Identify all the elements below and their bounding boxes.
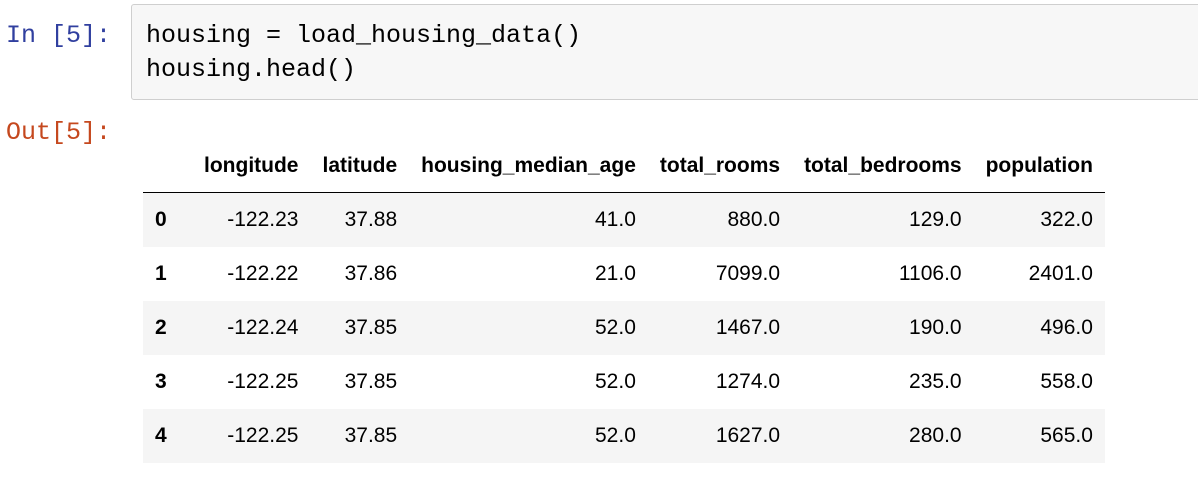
table-cell: 41.0 xyxy=(595,207,636,231)
table-cell: 1274.0 xyxy=(715,369,781,393)
column-header-latitude: latitude xyxy=(310,140,410,193)
code-input-area[interactable]: housing = load_housing_data() housing.he… xyxy=(131,4,1198,100)
table-row: 0 -122.23 37.88 41.0 880.0 129.0 322.0 xyxy=(143,192,1105,247)
row-index: 3 xyxy=(155,369,167,393)
table-row: 1 -122.22 37.86 21.0 7099.0 1106.0 2401.… xyxy=(143,247,1105,301)
table-cell: 52.0 xyxy=(595,369,636,393)
table-row: 2 -122.24 37.85 52.0 1467.0 190.0 496.0 xyxy=(143,300,1105,355)
column-header-total-bedrooms: total_bedrooms xyxy=(792,140,974,193)
row-index: 2 xyxy=(155,315,167,339)
table-cell: 2401.0 xyxy=(1028,261,1093,285)
dataframe-table: longitude latitude housing_median_age to… xyxy=(143,140,1105,463)
row-index: 4 xyxy=(155,423,167,447)
table-cell: 1467.0 xyxy=(715,315,781,339)
column-header-housing-median-age: housing_median_age xyxy=(409,140,648,193)
table-cell: 496.0 xyxy=(1040,315,1093,339)
column-header-total-rooms: total_rooms xyxy=(647,140,793,193)
table-cell: 7099.0 xyxy=(715,261,781,285)
header-row: longitude latitude housing_median_age to… xyxy=(143,140,1105,193)
output-area: longitude latitude housing_median_age to… xyxy=(143,140,1105,463)
table-cell: 565.0 xyxy=(1040,423,1093,447)
table-cell: -122.24 xyxy=(227,315,299,339)
table-cell: 37.85 xyxy=(344,315,398,339)
code-line[interactable]: housing = load_housing_data() xyxy=(146,21,582,50)
table-cell: -122.22 xyxy=(227,261,299,285)
table-cell: -122.23 xyxy=(227,207,299,231)
table-cell: 37.85 xyxy=(344,369,398,393)
table-header: longitude latitude housing_median_age to… xyxy=(143,140,1105,193)
table-cell: -122.25 xyxy=(227,369,299,393)
table-cell: 52.0 xyxy=(595,315,636,339)
table-row: 4 -122.25 37.85 52.0 1627.0 280.0 565.0 xyxy=(143,408,1105,463)
table-cell: 880.0 xyxy=(727,207,781,231)
table-cell: 37.85 xyxy=(344,423,398,447)
table-cell: 37.88 xyxy=(344,207,398,231)
index-header xyxy=(143,140,192,193)
table-cell: 129.0 xyxy=(909,207,962,231)
table-row: 3 -122.25 37.85 52.0 1274.0 235.0 558.0 xyxy=(143,355,1105,409)
table-cell: 280.0 xyxy=(909,423,962,447)
table-cell: 37.86 xyxy=(344,261,398,285)
table-cell: -122.25 xyxy=(227,423,299,447)
table-cell: 190.0 xyxy=(909,315,962,339)
row-index: 1 xyxy=(155,261,167,285)
column-header-population: population xyxy=(973,140,1105,193)
row-index: 0 xyxy=(155,207,167,231)
table-cell: 322.0 xyxy=(1040,207,1093,231)
table-body: 0 -122.23 37.88 41.0 880.0 129.0 322.0 1… xyxy=(143,192,1105,463)
table-cell: 235.0 xyxy=(909,369,962,393)
column-header-longitude: longitude xyxy=(192,140,311,193)
table-cell: 52.0 xyxy=(595,423,636,447)
table-cell: 1106.0 xyxy=(898,261,962,285)
output-prompt: Out[5]: xyxy=(6,118,112,147)
table-cell: 21.0 xyxy=(595,261,636,285)
input-prompt: In [5]: xyxy=(6,21,112,50)
table-cell: 558.0 xyxy=(1040,369,1093,393)
code-line[interactable]: housing.head() xyxy=(146,55,357,84)
table-cell: 1627.0 xyxy=(715,423,781,447)
